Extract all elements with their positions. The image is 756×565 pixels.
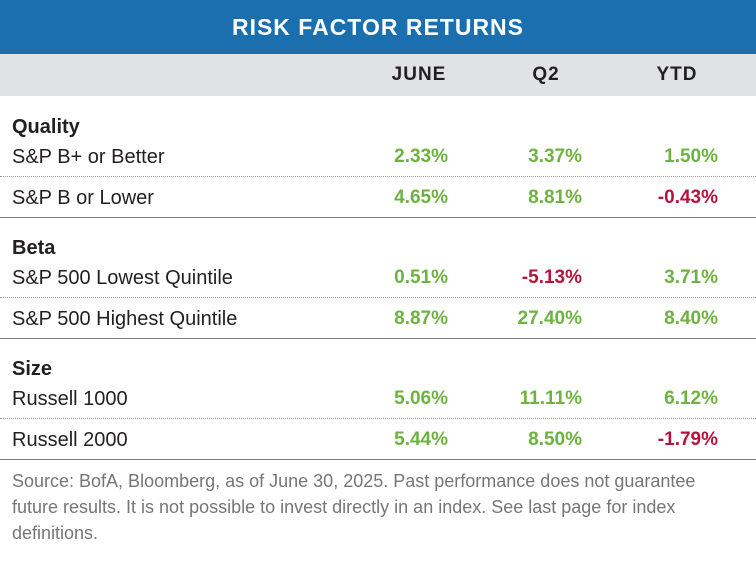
table-bottom-rule [0,459,756,460]
row-label: S&P 500 Highest Quintile [12,308,238,330]
row-divider [0,297,756,298]
section-heading-beta: Beta [12,237,56,259]
ytd-value: 3.71% [664,267,718,288]
row-label: S&P B or Lower [12,187,154,209]
table-row: S&P 500 Highest Quintile 8.87% 27.40% 8.… [0,304,756,334]
column-header-q2: Q2 [532,64,560,85]
ytd-value: 6.12% [664,388,718,409]
section-heading-quality: Quality [12,116,80,138]
q2-value: 8.81% [528,187,582,208]
section-divider [0,338,756,339]
q2-value: -5.13% [521,267,582,288]
june-value: 2.33% [394,146,448,167]
section-divider [0,217,756,218]
table-row: S&P B or Lower 4.65% 8.81% -0.43% [0,183,756,213]
june-value: 4.65% [394,187,448,208]
row-divider [0,418,756,419]
row-label: S&P B+ or Better [12,146,165,168]
row-divider [0,176,756,177]
table-title: RISK FACTOR RETURNS [231,13,525,40]
row-label: Russell 2000 [12,429,128,451]
q2-value: 8.50% [528,429,582,450]
column-header-june: JUNE [391,64,447,85]
q2-value: 11.11% [519,388,582,409]
row-label: S&P 500 Lowest Quintile [12,267,233,289]
column-header-ytd: YTD [656,64,698,85]
section-heading-size: Size [12,358,53,380]
q2-value: 27.40% [517,308,582,329]
ytd-value: -0.43% [657,187,718,208]
table-row: S&P B+ or Better 2.33% 3.37% 1.50% [0,142,756,172]
q2-value: 3.37% [528,146,582,167]
ytd-value: -1.79% [657,429,718,450]
source-note: Source: BofA, Bloomberg, as of June 30, … [12,471,696,543]
table-row: S&P 500 Lowest Quintile 0.51% -5.13% 3.7… [0,263,756,293]
june-value: 5.44% [394,429,448,450]
june-value: 0.51% [394,267,448,288]
june-value: 5.06% [394,388,448,409]
table-row: Russell 1000 5.06% 11.11% 6.12% [0,384,756,414]
june-value: 8.87% [394,308,448,329]
table-row: Russell 2000 5.44% 8.50% -1.79% [0,425,756,455]
ytd-value: 1.50% [664,146,718,167]
column-header-row: JUNE Q2 YTD [0,54,756,96]
ytd-value: 8.40% [664,308,718,329]
title-bar: RISK FACTOR RETURNS [0,0,756,54]
row-label: Russell 1000 [12,388,128,410]
